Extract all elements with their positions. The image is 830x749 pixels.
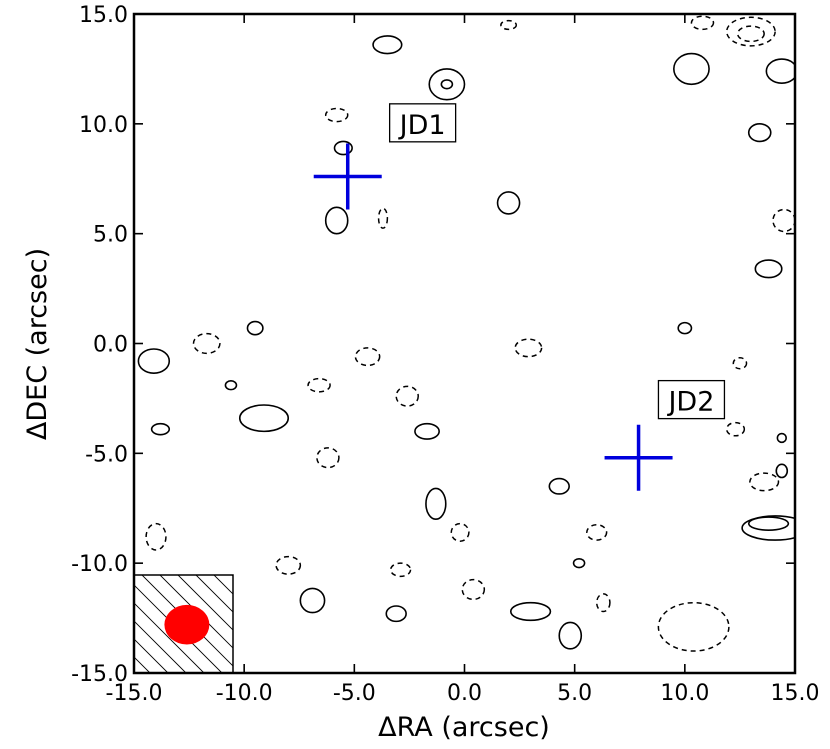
negative-contour xyxy=(307,377,331,393)
negative-contour xyxy=(377,207,389,229)
source-markers: JD1 JD2 xyxy=(313,103,726,491)
hatch-line xyxy=(177,575,233,631)
positive-contour xyxy=(385,605,407,623)
negative-contour xyxy=(725,421,746,437)
positive-contour xyxy=(673,52,710,86)
positive-contour xyxy=(428,68,466,101)
negative-contour xyxy=(500,19,518,31)
negative-contour xyxy=(514,338,543,358)
negative-contour xyxy=(772,208,795,233)
beam-ellipse xyxy=(164,604,210,645)
source-label-box xyxy=(388,103,457,143)
x-tick-label: 0.0 xyxy=(447,681,482,706)
y-tick-label: 0.0 xyxy=(93,333,128,358)
hatch-line xyxy=(250,575,348,673)
positive-contour xyxy=(747,516,790,532)
source-label: JD1 xyxy=(388,103,457,143)
positive-contour xyxy=(150,422,171,436)
x-tick-label: 5.0 xyxy=(557,681,592,706)
hatch-line xyxy=(134,638,169,673)
positive-contour xyxy=(246,320,264,336)
x-tick-label: -5.0 xyxy=(333,681,376,706)
hatch-line xyxy=(231,575,233,577)
axis-ticks: -15.0 -10.0 -5.0 0.0 5.0 10.0 15.0 -15.0 -10.0 -5… xyxy=(71,3,819,706)
negative-contour xyxy=(275,555,302,575)
source-label-text: JD1 xyxy=(398,110,446,141)
negative-contour xyxy=(354,347,381,367)
positive-contour xyxy=(754,259,783,279)
negative-contour xyxy=(389,562,412,578)
hatch-line xyxy=(322,575,420,673)
negative-contour xyxy=(316,447,340,469)
positive-contour xyxy=(440,79,454,90)
positive-contour xyxy=(775,463,789,479)
positive-contour xyxy=(238,404,290,433)
x-axis-label: ΔRA (arcsec) xyxy=(378,712,550,743)
negative-contour xyxy=(395,385,419,407)
x-tick-label: 10.0 xyxy=(660,681,709,706)
x-tick-label: -10.0 xyxy=(216,681,273,706)
positive-contour xyxy=(333,140,353,156)
y-tick-label: 15.0 xyxy=(79,3,128,28)
y-axis-label: ΔDEC (arcsec) xyxy=(22,248,53,440)
negative-contour xyxy=(732,357,748,370)
positive-contour xyxy=(224,380,238,391)
negative-contour xyxy=(749,472,780,492)
contour-layer xyxy=(137,15,795,652)
hatch-line xyxy=(134,602,205,673)
positive-contour xyxy=(677,321,693,335)
positive-contour xyxy=(548,477,570,495)
positive-contour xyxy=(558,621,583,650)
hatch-line xyxy=(195,575,233,613)
positive-contour xyxy=(137,348,171,374)
negative-contour xyxy=(461,578,486,601)
negative-contour xyxy=(145,522,167,551)
source-label-box xyxy=(657,379,726,420)
negative-contour xyxy=(657,601,730,652)
x-tick-label: -15.0 xyxy=(106,681,163,706)
negative-contour xyxy=(450,522,470,542)
positive-contour xyxy=(572,557,586,569)
negative-contour xyxy=(586,523,608,541)
negative-contour xyxy=(595,593,611,613)
x-tick-label: 15.0 xyxy=(771,681,820,706)
y-tick-label: 10.0 xyxy=(79,113,128,138)
positive-contour xyxy=(414,422,440,440)
y-tick-label: -5.0 xyxy=(85,442,128,467)
positive-contour xyxy=(425,487,447,521)
negative-contour xyxy=(192,332,221,355)
source-label: JD2 xyxy=(657,379,726,420)
y-tick-label: -15.0 xyxy=(71,662,128,687)
positive-contour xyxy=(747,123,772,143)
positive-contour xyxy=(765,58,795,84)
positive-contour xyxy=(324,206,349,235)
hatch-line xyxy=(134,620,187,673)
positive-contour xyxy=(509,601,552,622)
y-tick-label: -10.0 xyxy=(71,552,128,577)
beam-inset xyxy=(34,574,420,674)
positive-contour xyxy=(776,432,787,444)
hatch-line xyxy=(286,575,384,673)
negative-contour xyxy=(324,107,349,123)
positive-contour xyxy=(372,35,403,55)
hatch-line xyxy=(213,575,233,595)
plot-frame xyxy=(132,12,797,675)
negative-contour xyxy=(690,15,715,31)
y-tick-label: 5.0 xyxy=(93,223,128,248)
positive-contour xyxy=(496,191,521,215)
negative-contour xyxy=(725,16,776,47)
positive-contour xyxy=(741,515,795,541)
negative-contour xyxy=(736,25,765,43)
hatch-line xyxy=(34,575,132,673)
source-label-text: JD2 xyxy=(666,387,714,418)
positive-contour xyxy=(299,587,326,614)
